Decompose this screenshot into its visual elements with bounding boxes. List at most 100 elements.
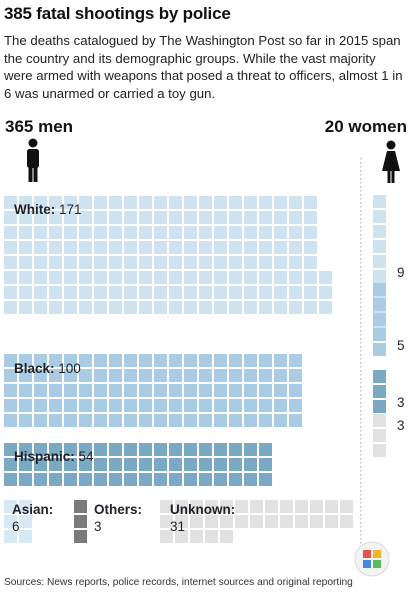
waffle-cell-hispanic bbox=[169, 443, 182, 456]
waffle-cell-white bbox=[169, 211, 182, 224]
waffle-cell-white bbox=[139, 271, 152, 284]
waffle-cell-black bbox=[229, 414, 242, 427]
waffle-cell-black bbox=[49, 354, 62, 367]
waffle-cell-white bbox=[214, 241, 227, 254]
waffle-cell-white bbox=[214, 256, 227, 269]
waffle-cell-hispanic bbox=[199, 458, 212, 471]
waffle-cell-white bbox=[214, 271, 227, 284]
waffle-cell-white bbox=[274, 256, 287, 269]
waffle-cell-hispanic bbox=[94, 443, 107, 456]
waffle-cell-black bbox=[169, 354, 182, 367]
chart-subtitle: The deaths catalogued by The Washington … bbox=[4, 33, 403, 101]
waffle-cell-black bbox=[4, 354, 17, 367]
waffle-cell-others bbox=[74, 515, 87, 528]
waffle-cell-white bbox=[124, 256, 137, 269]
waffle-cell-unknown bbox=[310, 515, 323, 528]
waffle-cell-black bbox=[154, 414, 167, 427]
women-total-label: 20 women bbox=[324, 117, 407, 136]
waffle-cell-white bbox=[289, 211, 302, 224]
waffle-cell-white bbox=[64, 211, 77, 224]
waffle-cell-white bbox=[289, 241, 302, 254]
value-unknown: 31 bbox=[170, 519, 185, 534]
waffle-cell-white bbox=[289, 301, 302, 314]
waffle-cell-white bbox=[94, 271, 107, 284]
waffle-cell-black bbox=[214, 414, 227, 427]
waffle-cell-white bbox=[4, 271, 17, 284]
waffle-cell-white bbox=[19, 301, 32, 314]
waffle-cell-white bbox=[94, 301, 107, 314]
waffle-cell-white bbox=[94, 241, 107, 254]
waffle-cell-white bbox=[229, 271, 242, 284]
waffle-cell-black bbox=[199, 414, 212, 427]
waffle-cell-white bbox=[94, 211, 107, 224]
waffle-cell-black bbox=[244, 414, 257, 427]
waffle-cell-black bbox=[289, 369, 302, 382]
waffle-cell-white bbox=[229, 211, 242, 224]
source-note: Sources: News reports, police records, i… bbox=[4, 577, 353, 588]
waffle-cell-white bbox=[184, 211, 197, 224]
waffle-cell-white bbox=[274, 286, 287, 299]
waffle-cell-white bbox=[184, 196, 197, 209]
waffle-cell-white bbox=[304, 286, 317, 299]
waffle-cell-white bbox=[109, 271, 122, 284]
waffle-cell-others bbox=[74, 500, 87, 513]
waffle-cell-white bbox=[319, 301, 332, 314]
waffle-cell-black bbox=[79, 414, 92, 427]
waffle-cell-black bbox=[49, 369, 62, 382]
waffle-cell-black bbox=[154, 369, 167, 382]
waffle-cell-black bbox=[109, 399, 122, 412]
waffle-cell-unknown bbox=[265, 500, 278, 513]
waffle-cell-white bbox=[304, 256, 317, 269]
waffle-cell-white bbox=[154, 286, 167, 299]
waffle-cell-unknown bbox=[190, 515, 203, 528]
women-cell-white bbox=[373, 240, 386, 253]
waffle-cell-black bbox=[139, 369, 152, 382]
waffle-cell-black bbox=[169, 369, 182, 382]
women-cell-white bbox=[373, 270, 386, 283]
waffle-cell-black bbox=[109, 354, 122, 367]
waffle-cell-unknown bbox=[325, 500, 338, 513]
waffle-cell-black bbox=[34, 384, 47, 397]
waffle-cell-unknown bbox=[175, 500, 188, 513]
waffle-cell-unknown bbox=[280, 500, 293, 513]
waffle-cell-white bbox=[259, 301, 272, 314]
waffle-cell-white bbox=[244, 241, 257, 254]
waffle-cell-white bbox=[304, 211, 317, 224]
waffle-cell-hispanic bbox=[214, 443, 227, 456]
waffle-cell-hispanic bbox=[214, 473, 227, 486]
waffle-cell-white bbox=[154, 301, 167, 314]
waffle-cell-black bbox=[34, 369, 47, 382]
label-white: White: 171 bbox=[14, 202, 82, 217]
waffle-cell-hispanic bbox=[109, 458, 122, 471]
waffle-cell-black bbox=[169, 384, 182, 397]
waffle-cell-white bbox=[139, 241, 152, 254]
waffle-cell-hispanic bbox=[184, 458, 197, 471]
waffle-cell-unknown bbox=[340, 500, 353, 513]
waffle-cell-white bbox=[154, 226, 167, 239]
waffle-cell-white bbox=[199, 211, 212, 224]
waffle-cell-black bbox=[109, 369, 122, 382]
waffle-cell-white bbox=[244, 301, 257, 314]
women-cell-black bbox=[373, 283, 386, 296]
waffle-cell-black bbox=[274, 384, 287, 397]
waffle-cell-white bbox=[34, 301, 47, 314]
waffle-cell-black bbox=[244, 354, 257, 367]
label-asian: Asian: bbox=[12, 502, 53, 517]
waffle-cell-black bbox=[274, 369, 287, 382]
waffle-cell-black bbox=[124, 384, 137, 397]
waffle-cell-black bbox=[169, 414, 182, 427]
waffle-cell-black bbox=[289, 414, 302, 427]
waffle-cell-white bbox=[274, 271, 287, 284]
waffle-cell-white bbox=[139, 301, 152, 314]
waffle-cell-white bbox=[154, 241, 167, 254]
waffle-cell-hispanic bbox=[79, 458, 92, 471]
waffle-cell-white bbox=[199, 226, 212, 239]
waffle-cell-white bbox=[4, 241, 17, 254]
waffle-cell-white bbox=[319, 271, 332, 284]
waffle-cell-black bbox=[139, 354, 152, 367]
waffle-cell-black bbox=[94, 369, 107, 382]
waffle-cell-black bbox=[214, 384, 227, 397]
waffle-cell-white bbox=[49, 301, 62, 314]
waffle-cell-hispanic bbox=[214, 458, 227, 471]
men-waffle bbox=[4, 196, 353, 543]
